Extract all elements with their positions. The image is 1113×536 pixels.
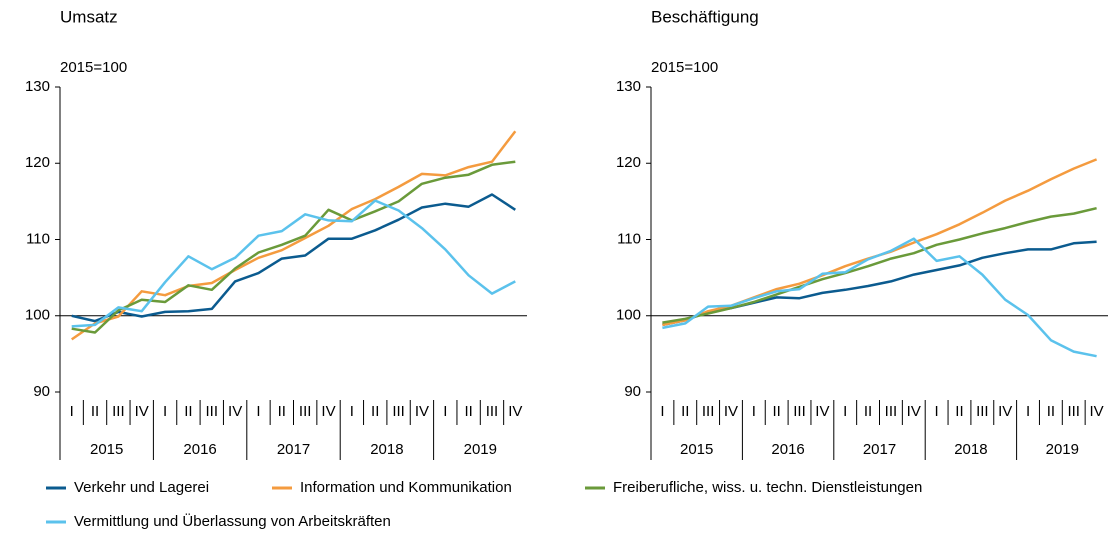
x-tick-label: III	[1067, 403, 1080, 420]
y-tick-label: 90	[33, 383, 50, 400]
year-label: 2015	[680, 441, 713, 458]
x-tick-label: II	[464, 403, 472, 420]
year-label: 2019	[464, 441, 497, 458]
x-tick-label: IV	[815, 403, 829, 420]
x-tick-label: II	[184, 403, 192, 420]
x-tick-label: IV	[724, 403, 738, 420]
x-tick-label: I	[256, 403, 260, 420]
x-tick-label: IV	[508, 403, 522, 420]
x-tick-label: I	[443, 403, 447, 420]
x-tick-label: I	[350, 403, 354, 420]
year-label: 2016	[183, 441, 216, 458]
series-line	[662, 237, 1097, 358]
y-tick-label: 100	[616, 307, 641, 324]
x-tick-label: III	[976, 403, 989, 420]
legend-label: Information und Kommunikation	[300, 479, 512, 496]
x-tick-label: IV	[1089, 403, 1103, 420]
y-tick-label: 130	[25, 78, 50, 95]
x-tick-label: III	[793, 403, 806, 420]
x-tick-label: IV	[998, 403, 1012, 420]
x-tick-label: III	[299, 403, 312, 420]
x-tick-label: II	[1047, 403, 1055, 420]
x-tick-label: IV	[415, 403, 429, 420]
series-line	[662, 206, 1097, 324]
x-tick-label: III	[885, 403, 898, 420]
x-tick-label: II	[371, 403, 379, 420]
legend-label: Vermittlung und Überlassung von Arbeitsk…	[74, 512, 391, 530]
series-line	[71, 193, 516, 323]
y-tick-label: 120	[25, 154, 50, 171]
year-label: 2019	[1046, 441, 1079, 458]
y-tick-label: 90	[624, 383, 641, 400]
y-tick-label: 110	[26, 230, 50, 247]
legend-label: Freiberufliche, wiss. u. techn. Dienstle…	[613, 479, 922, 496]
x-tick-label: III	[486, 403, 499, 420]
x-tick-label: I	[163, 403, 167, 420]
y-tick-label: 120	[616, 154, 641, 171]
series-line	[662, 158, 1098, 327]
x-tick-label: II	[681, 403, 689, 420]
series-line	[71, 199, 516, 328]
year-label: 2017	[277, 441, 310, 458]
year-label: 2015	[90, 441, 123, 458]
x-tick-label: II	[91, 403, 99, 420]
x-tick-label: IV	[907, 403, 921, 420]
y-tick-label: 100	[25, 307, 50, 324]
x-tick-label: I	[1026, 403, 1030, 420]
x-tick-label: IV	[135, 403, 149, 420]
x-tick-label: II	[278, 403, 286, 420]
y-tick-label: 130	[616, 78, 641, 95]
x-tick-label: III	[702, 403, 715, 420]
x-tick-label: II	[955, 403, 963, 420]
x-tick-label: IV	[321, 403, 335, 420]
x-tick-label: II	[864, 403, 872, 420]
x-tick-label: III	[392, 403, 405, 420]
year-label: 2016	[771, 441, 804, 458]
year-label: 2018	[954, 441, 987, 458]
x-tick-label: I	[660, 403, 664, 420]
x-tick-label: I	[70, 403, 74, 420]
legend-label: Verkehr und Lagerei	[74, 479, 209, 496]
x-tick-label: III	[206, 403, 219, 420]
x-tick-label: I	[752, 403, 756, 420]
y-tick-label: 110	[617, 230, 641, 247]
chart-title: Beschäftigung	[651, 7, 759, 26]
year-label: 2018	[370, 441, 403, 458]
series-line	[71, 160, 516, 334]
x-tick-label: III	[112, 403, 125, 420]
year-label: 2017	[863, 441, 896, 458]
x-tick-label: I	[843, 403, 847, 420]
y-axis-unit: 2015=100	[651, 59, 718, 76]
x-tick-label: I	[935, 403, 939, 420]
x-tick-label: II	[773, 403, 781, 420]
series-line	[70, 130, 517, 341]
x-tick-label: IV	[228, 403, 242, 420]
y-axis-unit: 2015=100	[60, 59, 127, 76]
chart-title: Umsatz	[60, 7, 118, 26]
